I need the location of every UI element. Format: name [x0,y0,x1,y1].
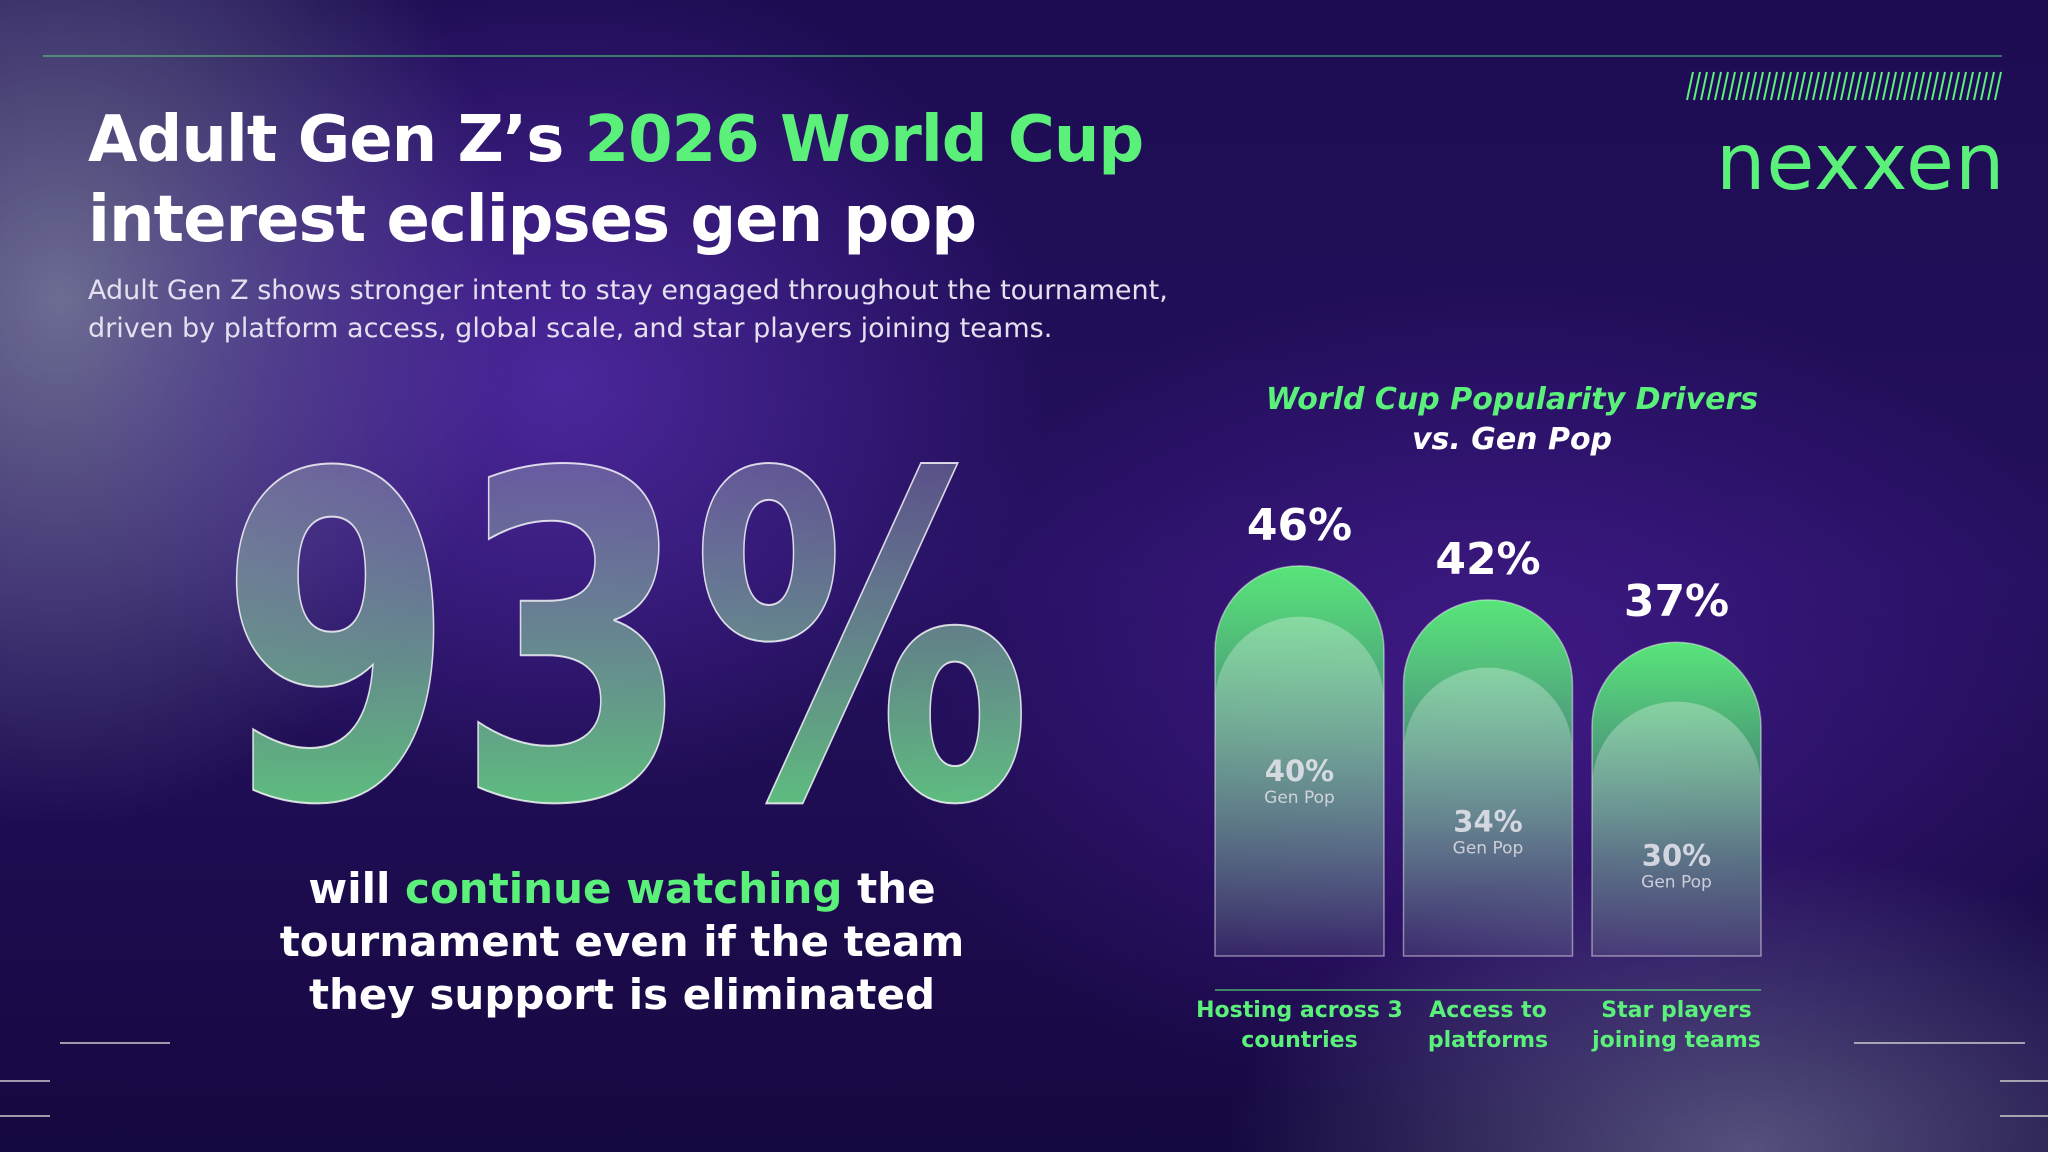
subtitle-line: Adult Gen Z shows stronger intent to sta… [88,275,1168,306]
hatch-stroke [1833,71,1841,101]
gen-pop-name: Gen Pop [1264,788,1335,808]
value-label: 46% [1247,500,1352,551]
hatch-stroke [1756,71,1764,101]
hatch-stroke [1847,71,1855,101]
hatch-stroke [1798,71,1806,101]
value-label: 37% [1624,576,1729,627]
hatch-stroke [1742,71,1750,101]
big-stat: 93% [219,380,1032,904]
bar-gen-pop [1215,616,1384,956]
hatch-stroke [1896,71,1904,101]
hatch-stroke [1924,71,1932,101]
hatch-stroke [1980,71,1988,101]
hatch-stroke [1805,71,1813,101]
subtitle-line: driven by platform access, global scale,… [88,313,1053,344]
hatch-stroke [1749,71,1757,101]
hatch-stroke [1784,71,1792,101]
gen-pop-name: Gen Pop [1453,839,1524,859]
hatch-stroke [1700,71,1708,101]
hatch-decoration [1686,71,2002,101]
caption-part: the [842,864,936,913]
caption-part: tournament even if the team [279,917,965,966]
hatch-stroke [1868,71,1876,101]
bar-gen-pop [1592,701,1761,956]
hatch-stroke [1819,71,1827,101]
hatch-stroke [1770,71,1778,101]
hatch-stroke [1938,71,1946,101]
category-label: Access to platforms [1427,998,1549,1053]
gen-pop-name: Gen Pop [1641,873,1712,893]
hatch-stroke [1735,71,1743,101]
hatch-stroke [1889,71,1897,101]
hatch-stroke [1994,71,2002,101]
chart-title: World Cup Popularity Drivers [1265,382,1759,417]
hatch-stroke [1854,71,1862,101]
title-part: Adult Gen Z’s [88,103,585,177]
hatch-stroke [1966,71,1974,101]
hatch-stroke [1882,71,1890,101]
hatch-stroke [1826,71,1834,101]
subtitle: Adult Gen Z shows stronger intent to sta… [88,272,1168,348]
hatch-stroke [1840,71,1848,101]
hatch-stroke [1812,71,1820,101]
value-label: 42% [1435,534,1540,585]
chart-subtitle: vs. Gen Pop [1411,422,1613,457]
stat-caption: will continue watching the tournament eve… [222,862,1022,1021]
caption-highlight: continue watching [405,864,843,913]
hatch-stroke [1945,71,1953,101]
hatch-stroke [1910,71,1918,101]
hatch-stroke [1707,71,1715,101]
hatch-stroke [1777,71,1785,101]
hatch-stroke [1952,71,1960,101]
gen-pop-value-label: 34% [1453,805,1522,839]
category-label: Hosting across 3 countries [1196,998,1403,1053]
hatch-stroke [1763,71,1771,101]
category-label: Star players joining teams [1592,998,1761,1053]
hatch-stroke [1686,71,1694,101]
hatch-stroke [1791,71,1799,101]
hatch-stroke [1714,71,1722,101]
title: Adult Gen Z’s 2026 World Cup interest ecl… [88,100,1145,260]
hatch-stroke [1861,71,1869,101]
hatch-stroke [1959,71,1967,101]
hatch-stroke [1693,71,1701,101]
hatch-stroke [1903,71,1911,101]
hatch-stroke [1987,71,1995,101]
hatch-stroke [1875,71,1883,101]
gen-pop-value-label: 40% [1265,754,1334,788]
hatch-stroke [1917,71,1925,101]
brand-logo: nexxen [1716,118,2006,208]
title-highlight: 2026 World Cup [584,103,1145,177]
hatch-stroke [1973,71,1981,101]
caption-part: will [308,864,406,913]
hatch-stroke [1931,71,1939,101]
hatch-stroke [1728,71,1736,101]
title-part: interest eclipses gen pop [88,183,977,257]
chart-heading: World Cup Popularity Drivers vs. Gen Pop [1212,380,1812,460]
hatch-stroke [1721,71,1729,101]
bar-gen-pop [1403,667,1573,956]
gen-pop-value-label: 30% [1642,839,1711,873]
caption-part: they support is eliminated [308,970,936,1019]
